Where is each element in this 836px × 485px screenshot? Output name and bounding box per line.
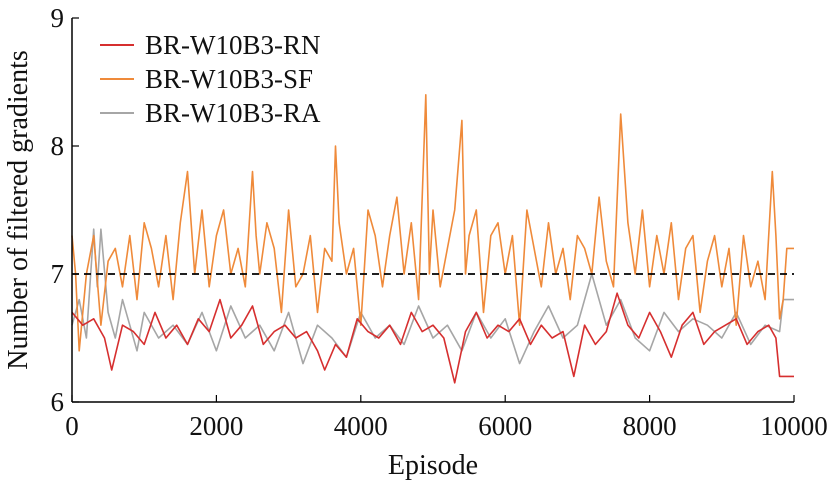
legend-label: BR-W10B3-RN <box>145 30 321 60</box>
y-tick-label: 8 <box>51 131 65 161</box>
y-tick-label: 7 <box>51 259 65 289</box>
y-axis-title: Number of filtered gradients <box>3 50 34 370</box>
series-line-br-w10b3-rn <box>71 292 794 384</box>
x-tick-label: 0 <box>65 411 79 441</box>
x-tick-label: 6000 <box>478 411 532 441</box>
y-tick-label: 6 <box>51 387 65 417</box>
legend: BR-W10B3-RN BR-W10B3-SF BR-W10B3-RA <box>100 30 321 128</box>
axes: 0 2000 4000 6000 8000 10000 6 7 8 9 <box>51 3 828 441</box>
series-line-br-w10b3-ra <box>71 228 794 365</box>
x-tick-label: 10000 <box>760 411 828 441</box>
x-axis-title: Episode <box>388 450 478 481</box>
y-tick-label: 9 <box>51 3 65 33</box>
legend-label: BR-W10B3-SF <box>145 64 313 94</box>
x-tick-label: 4000 <box>334 411 388 441</box>
x-tick-label: 2000 <box>189 411 243 441</box>
series-line-br-w10b3-sf <box>71 94 794 352</box>
x-tick-label: 8000 <box>623 411 677 441</box>
legend-label: BR-W10B3-RA <box>145 98 321 128</box>
plot-lines <box>71 94 794 384</box>
